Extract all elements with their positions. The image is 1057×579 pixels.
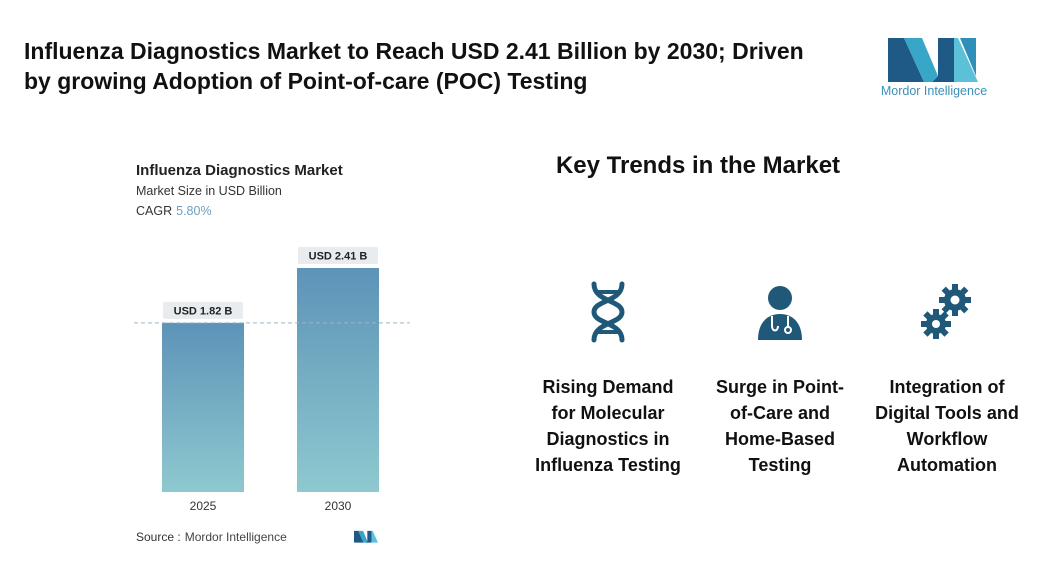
brand-name: Mordor Intelligence	[880, 84, 988, 98]
trend-item-molecular: Rising Demand for Molecular Diagnostics …	[533, 280, 683, 478]
bar-2030	[297, 268, 379, 492]
chart-subtitle: Market Size in USD Billion	[136, 184, 282, 198]
trend-item-poc: Surge in Point-of-Care and Home-Based Te…	[705, 280, 855, 478]
trend-label: Surge in Point-of-Care and Home-Based Te…	[716, 377, 844, 475]
cagr-label: CAGR	[136, 204, 173, 218]
source-note: Source : Mordor Intelligence	[136, 530, 287, 544]
mordor-logo-icon	[888, 38, 978, 82]
trends-title: Key Trends in the Market	[555, 152, 841, 179]
x-tick-label: 2025	[190, 499, 217, 513]
cagr-value: 5.80%	[176, 204, 212, 218]
source-label: Source :	[136, 530, 181, 544]
chart-title: Influenza Diagnostics Market	[136, 162, 343, 179]
bar-chart: USD 1.82 B 2025 USD 2.41 B 2030	[134, 247, 410, 513]
brand-logo: Mordor Intelligence	[876, 28, 992, 104]
gears-icon	[921, 284, 971, 339]
mordor-mini-logo-icon	[354, 530, 378, 543]
x-tick-label: 2030	[325, 499, 352, 513]
data-label-bg	[298, 247, 378, 264]
doctor-icon	[758, 286, 802, 340]
bar-2025	[162, 322, 244, 492]
trend-label: Integration of Digital Tools and Workflo…	[875, 377, 1019, 475]
source-name: Mordor Intelligence	[184, 530, 287, 544]
trend-item-digital: Integration of Digital Tools and Workflo…	[872, 280, 1022, 478]
page-headline: Influenza Diagnostics Market to Reach US…	[24, 38, 804, 94]
data-label: USD 1.82 B	[174, 305, 233, 317]
chart-cagr: CAGR 5.80%	[136, 204, 212, 218]
trend-label: Rising Demand for Molecular Diagnostics …	[535, 377, 681, 475]
dna-icon	[591, 281, 625, 343]
data-label-bg	[163, 301, 243, 319]
data-label: USD 2.41 B	[309, 251, 368, 263]
